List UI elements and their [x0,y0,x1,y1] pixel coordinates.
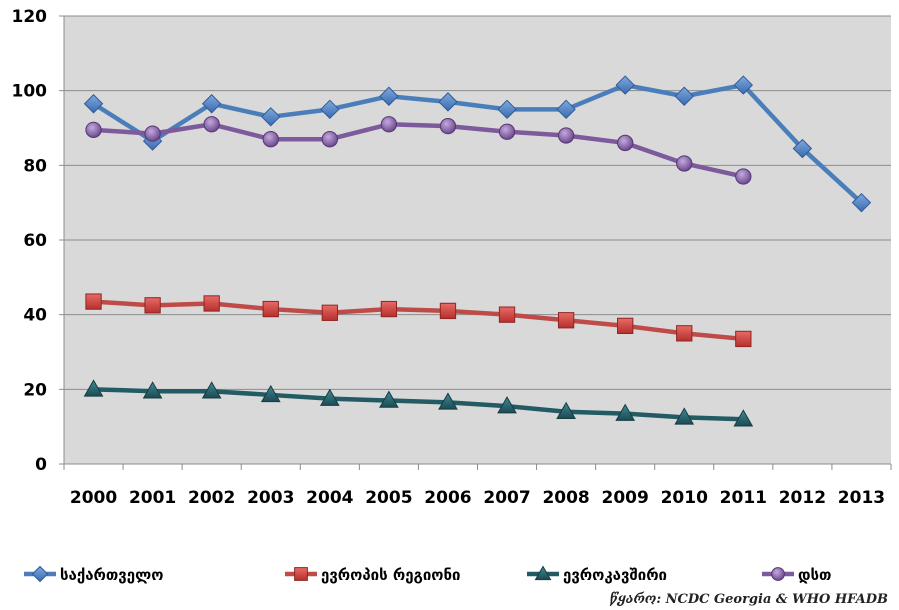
data-point [85,293,102,310]
data-point [498,123,516,140]
y-tick-label: 0 [35,455,47,475]
data-point [617,317,634,335]
data-point [85,121,102,139]
series-line [93,387,744,422]
data-point [792,138,813,159]
data-point [319,388,340,406]
data-point [851,192,872,213]
legend: საქართველო ევროპის რეგიონი ევროკავშირი დსთ [24,565,831,584]
legend-label: დსთ [798,566,831,584]
data-point [733,75,754,95]
legend-label: ევროკავშირი [563,566,667,584]
data-point [203,295,220,312]
y-tick-label: 20 [23,380,47,400]
legend-item: დსთ [762,566,831,584]
data-point [320,99,340,120]
data-point [674,86,694,106]
x-tick-label: 2010 [661,488,708,508]
series-line [92,82,863,205]
data-point [83,379,104,397]
data-point [556,401,576,419]
data-point [674,407,695,425]
data-point [617,134,634,152]
data-point [556,99,576,120]
y-tick-label: 80 [23,156,47,176]
data-point [676,155,693,172]
series-square [85,293,752,348]
data-point [201,381,222,399]
data-point [676,325,693,342]
data-point [260,384,281,403]
data-point [261,107,281,127]
legend-item: ევროპის რეგიონი [285,566,461,584]
legend-item: ევროკავშირი [527,565,667,584]
data-point [735,168,752,185]
x-tick-label: 2008 [542,488,589,508]
x-tick-label: 2002 [188,488,235,508]
data-point [498,306,516,323]
data-point [262,300,279,318]
x-tick-label: 2007 [483,488,530,508]
data-point [615,403,636,421]
x-tick-label: 2009 [602,488,649,508]
x-tick-label: 2003 [247,488,294,508]
data-point [321,304,338,321]
data-point [142,381,163,399]
data-point [379,86,399,106]
series-diamond [83,75,872,213]
series-line [93,122,744,179]
legend-marker [534,565,552,581]
legend-label: საქართველო [60,566,163,584]
series-circle [85,116,752,185]
data-point [497,396,517,414]
axes: 0 20 40 60 80 100 120 2000 2001 2002 2003 2004 2005 2… [12,7,892,508]
x-tick-label: 2005 [365,488,412,508]
data-point [379,390,399,408]
data-point [83,94,104,114]
data-point [201,94,222,114]
data-point [380,116,398,133]
x-tick-label: 2006 [424,488,471,508]
data-point [439,302,457,320]
legend-label: ევროპის რეგიონი [321,566,461,584]
x-tick-label: 2013 [838,488,885,508]
x-tick-label: 2000 [70,488,117,508]
legend-item: საქართველო [24,565,163,584]
data-point [144,125,161,142]
y-tick-label: 100 [12,82,48,102]
x-tick-label: 2012 [779,488,826,508]
x-tick-label: 2001 [129,488,176,508]
data-point [203,116,220,133]
source-note: წყარო: NCDC Georgia & WHO HFADB [609,592,888,607]
data-point [439,117,457,135]
series-line [93,299,744,342]
legend-marker [31,565,49,583]
series-layer [83,75,872,427]
data-point [557,312,575,329]
legend-marker [771,567,785,581]
x-tick-label: 2004 [306,488,353,508]
data-point [380,300,398,318]
legend-marker [294,567,308,581]
y-tick-label: 40 [23,306,47,326]
data-point [321,131,338,148]
y-tick-label: 120 [12,7,48,27]
data-point [438,92,458,112]
data-point [615,75,635,95]
data-point [733,409,754,427]
data-point [144,297,161,314]
data-point [497,99,517,120]
data-point [557,127,575,144]
data-point [735,330,752,348]
y-tick-label: 60 [23,231,47,251]
series-triangle [83,379,754,427]
data-point [262,131,279,148]
data-point [438,392,458,410]
x-tick-label: 2011 [720,488,767,508]
